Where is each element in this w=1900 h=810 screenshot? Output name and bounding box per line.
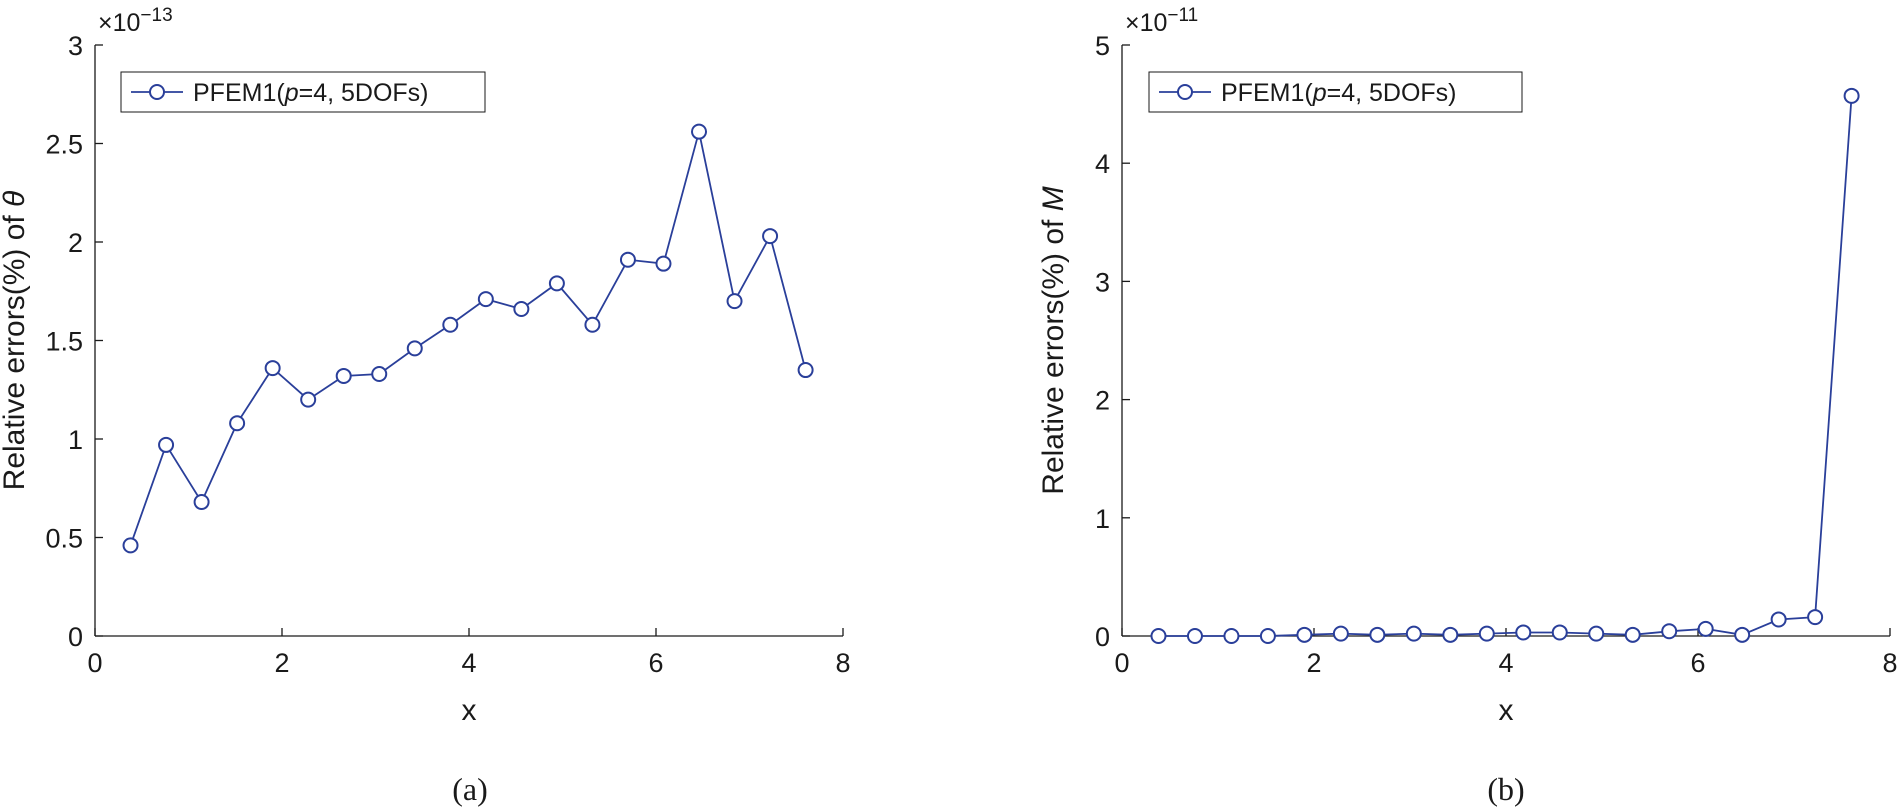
data-point-marker	[1624, 626, 1641, 643]
chart-panel-b: 0 2 4 6 8 0 1 2 3 4 5 ×10−11 x Relative errors(%) of …	[1037, 5, 1898, 807]
data-point-marker	[1661, 623, 1678, 640]
y-tick-label: 1	[68, 425, 83, 455]
y-tick-label: 5	[1095, 31, 1110, 61]
series-line	[1158, 95, 1853, 637]
y-tick-label: 2.5	[45, 130, 83, 160]
x-axis-title: x	[1499, 694, 1514, 727]
legend-marker-sample	[149, 84, 165, 100]
data-point-marker	[477, 291, 494, 308]
x-tick-label: 6	[1690, 648, 1705, 678]
legend: PFEM1(p=4, 5DOFs)	[120, 71, 486, 113]
x-tick-label: 8	[835, 648, 850, 678]
data-point-marker	[335, 367, 352, 384]
data-point-marker	[1259, 628, 1276, 644]
data-point-marker	[1405, 625, 1422, 642]
y-tick-label: 2	[68, 228, 83, 258]
data-point-marker	[1770, 611, 1787, 628]
data-point-marker	[1843, 87, 1860, 104]
legend-marker-sample	[1177, 84, 1193, 100]
data-point-marker	[1588, 625, 1605, 642]
data-point-marker	[442, 316, 459, 333]
panel-caption: (b)	[1487, 771, 1524, 807]
legend: PFEM1(p=4, 5DOFs)	[1148, 71, 1523, 113]
data-point-marker	[1515, 624, 1532, 641]
data-point-marker	[1551, 624, 1568, 641]
data-point-marker	[726, 293, 743, 310]
data-point-marker	[797, 362, 814, 379]
y-exponent-label: ×10−13	[98, 5, 173, 37]
x-tick-label: 0	[1114, 648, 1129, 678]
series-line	[129, 131, 807, 546]
data-point-marker	[548, 275, 565, 292]
data-point-marker	[1223, 628, 1240, 644]
y-tick-label: 4	[1095, 149, 1110, 179]
y-tick-label: 0	[1095, 622, 1110, 652]
x-tick-label: 8	[1882, 648, 1897, 678]
x-tick-label: 4	[1498, 648, 1513, 678]
legend-box	[1148, 71, 1523, 113]
y-tick-label: 1	[1095, 504, 1110, 534]
y-tick-label: 3	[68, 31, 83, 61]
data-point-marker	[584, 316, 601, 333]
y-tick-label: 2	[1095, 386, 1110, 416]
x-tick-label: 6	[648, 648, 663, 678]
legend-label: PFEM1(p=4, 5DOFs)	[193, 79, 429, 107]
data-point-marker	[1369, 626, 1386, 643]
data-point-marker	[122, 537, 139, 554]
data-point-marker	[691, 123, 708, 140]
y-tick-label: 1.5	[45, 327, 83, 357]
data-point-marker	[1442, 626, 1459, 643]
y-tick-label: 0	[68, 622, 83, 652]
y-exponent-label: ×10−11	[1125, 5, 1198, 37]
data-point-marker	[193, 494, 210, 511]
data-point-marker	[1332, 625, 1349, 642]
data-point-marker	[158, 436, 175, 453]
y-tick-label: 3	[1095, 267, 1110, 297]
panel-caption: (a)	[452, 771, 488, 807]
data-point-marker	[264, 360, 281, 377]
x-tick-label: 4	[461, 648, 476, 678]
data-point-marker	[1186, 628, 1203, 644]
data-point-marker	[1478, 625, 1495, 642]
data-point-marker	[619, 251, 636, 268]
y-axis-title: Relative errors(%) of M	[1037, 186, 1070, 494]
data-point-marker	[1697, 620, 1714, 637]
data-point-marker	[1734, 626, 1751, 643]
data-point-marker	[300, 391, 317, 408]
data-point-marker	[762, 228, 779, 245]
data-point-marker	[1296, 626, 1313, 643]
chart-panel-a: 0 2 4 6 8 0 0.5 1 1.5 2 2.5 3 ×10−13 x Relative errors…	[0, 5, 851, 807]
data-point-marker	[229, 415, 246, 432]
x-tick-label: 2	[274, 648, 289, 678]
data-point-marker	[1807, 609, 1824, 626]
y-tick-label: 0.5	[45, 524, 83, 554]
y-axis-title: Relative errors(%) of θ	[0, 190, 31, 490]
x-tick-label: 2	[1306, 648, 1321, 678]
legend-label: PFEM1(p=4, 5DOFs)	[1221, 79, 1457, 107]
data-point-marker	[371, 365, 388, 382]
data-point-marker	[406, 340, 423, 357]
data-point-marker	[513, 300, 530, 317]
x-axis-title: x	[462, 694, 477, 727]
data-point-marker	[655, 255, 672, 272]
x-tick-label: 0	[87, 648, 102, 678]
data-point-marker	[1150, 628, 1167, 644]
